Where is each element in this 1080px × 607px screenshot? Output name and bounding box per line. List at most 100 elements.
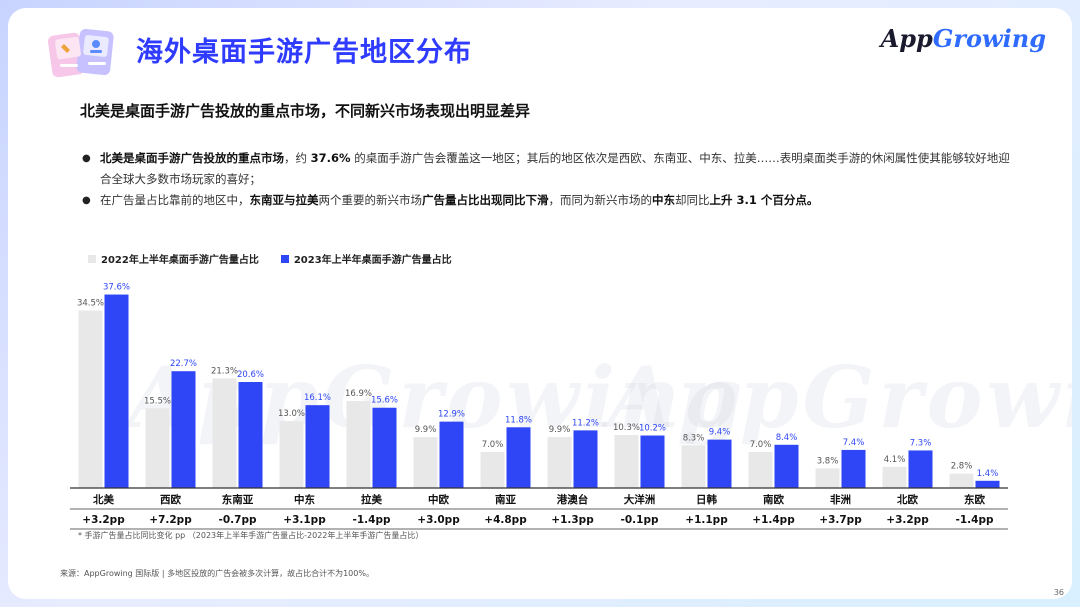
bar-2023 — [372, 407, 397, 488]
bar-value-label: 11.2% — [572, 418, 599, 428]
bar-2022 — [949, 473, 974, 488]
bar-2023 — [975, 480, 1000, 488]
bar-value-label: 8.3% — [683, 433, 705, 443]
change-label: +3.2pp — [82, 514, 125, 526]
bullet-1: 北美是桌面手游广告投放的重点市场，约 37.6% 的桌面手游广告会覆盖这一地区；… — [82, 148, 1012, 190]
change-label: +1.3pp — [551, 514, 594, 526]
bullet-text-run: 广告量占比出现同比下滑 — [422, 193, 549, 207]
bullet-list: 北美是桌面手游广告投放的重点市场，约 37.6% 的桌面手游广告会覆盖这一地区；… — [82, 148, 1012, 211]
bar-2022 — [815, 468, 840, 488]
chart-legend: 2022年上半年桌面手游广告量占比 2023年上半年桌面手游广告量占比 — [88, 251, 452, 266]
bar-value-label: 20.6% — [237, 370, 264, 380]
subtitle: 北美是桌面手游广告投放的重点市场，不同新兴市场表现出明显差异 — [80, 102, 531, 120]
change-label: +1.1pp — [685, 514, 728, 526]
bar-value-label: 7.0% — [482, 440, 504, 450]
game-cards-icon — [48, 28, 114, 78]
bar-value-label: 9.4% — [709, 428, 731, 438]
bar-2023 — [640, 435, 665, 488]
chart-footnote: * 手游广告量占比同比变化 pp （2023年上半年手游广告量占比-2022年上… — [78, 531, 424, 540]
bar-value-label: 15.5% — [144, 396, 171, 406]
bar-2023 — [439, 421, 464, 488]
change-label: +4.8pp — [484, 514, 527, 526]
bar-2023 — [238, 382, 263, 488]
bar-2022 — [78, 310, 103, 488]
bar-2022 — [413, 437, 438, 488]
bullet-text-run: 上升 3.1 个百分点。 — [709, 193, 819, 207]
bar-value-label: 7.3% — [910, 438, 932, 448]
change-label: -0.7pp — [219, 514, 257, 526]
category-label: 日韩 — [696, 493, 717, 506]
logo-text-growing: Growing — [932, 24, 1046, 53]
bar-2022 — [279, 421, 304, 488]
bar-value-label: 9.9% — [415, 425, 437, 435]
change-label: +3.1pp — [283, 514, 326, 526]
bar-value-label: 3.8% — [817, 456, 839, 466]
bullet-text-run: ，而同为新兴市场的 — [548, 193, 653, 207]
bullet-text-run: 却同比 — [675, 193, 710, 207]
category-label: 非洲 — [830, 493, 851, 506]
bar-value-label: 34.5% — [77, 298, 104, 308]
change-label: +7.2pp — [149, 514, 192, 526]
source-note: 来源：AppGrowing 国际版 | 多地区投放的广告会被多次计算，故占比合计… — [60, 569, 374, 578]
bar-value-label: 37.6% — [103, 283, 130, 293]
bar-2023 — [908, 450, 933, 488]
bar-chart: 34.5% 37.6% 北美 +3.2pp 15.5% 22.7% 西欧 +7.2pp 21.3… — [70, 283, 1008, 530]
bar-value-label: 13.0% — [278, 409, 305, 419]
bar-value-label: 4.1% — [884, 455, 906, 465]
category-label: 东欧 — [964, 493, 985, 506]
category-label: 东南亚 — [222, 493, 254, 506]
legend-label-2023: 2023年上半年桌面手游广告量占比 — [293, 255, 452, 266]
bar-value-label: 9.9% — [549, 425, 571, 435]
bar-2022 — [212, 378, 237, 488]
bullet-text-run: 东南亚与拉美 — [249, 193, 319, 207]
bar-value-label: 7.4% — [843, 438, 865, 448]
change-label: +3.2pp — [886, 514, 929, 526]
bar-value-label: 16.1% — [304, 393, 331, 403]
change-label: +1.4pp — [752, 514, 795, 526]
category-label: 港澳台 — [557, 493, 589, 506]
bullet-text-run: 中东 — [652, 193, 675, 207]
bar-value-label: 2.8% — [951, 462, 973, 472]
change-label: +3.7pp — [819, 514, 862, 526]
legend-item-2022: 2022年上半年桌面手游广告量占比 — [88, 251, 259, 266]
change-label: -1.4pp — [353, 514, 391, 526]
bar-2023 — [305, 405, 330, 488]
category-label: 西欧 — [160, 493, 181, 506]
bar-2023 — [573, 430, 598, 488]
logo-text-app: App — [880, 24, 933, 53]
bar-value-label: 10.2% — [639, 424, 666, 434]
category-label: 南欧 — [763, 493, 784, 506]
bar-2023 — [707, 439, 732, 488]
change-label: +3.0pp — [417, 514, 460, 526]
bar-value-label: 21.3% — [211, 366, 238, 376]
bar-value-label: 8.4% — [776, 433, 798, 443]
category-label: 中东 — [294, 493, 315, 506]
category-label: 北美 — [93, 493, 114, 506]
change-label: -0.1pp — [621, 514, 659, 526]
bar-2023 — [104, 294, 129, 488]
category-label: 北欧 — [897, 493, 918, 506]
bar-2023 — [171, 371, 196, 488]
bar-value-label: 1.4% — [977, 469, 999, 479]
bar-value-label: 10.3% — [613, 423, 640, 433]
bar-2022 — [614, 435, 639, 488]
bar-value-label: 22.7% — [170, 359, 197, 369]
bar-2023 — [774, 444, 799, 488]
bullet-text-run: 两个重要的新兴市场 — [318, 193, 423, 207]
slide: 海外桌面手游广告地区分布 AppGrowing 北美是桌面手游广告投放的重点市场… — [8, 8, 1072, 599]
bar-value-label: 12.9% — [438, 410, 465, 420]
bar-2022 — [748, 451, 773, 488]
bar-2023 — [841, 449, 866, 488]
bar-value-label: 11.8% — [505, 415, 532, 425]
change-label: -1.4pp — [956, 514, 994, 526]
category-label: 中欧 — [428, 493, 449, 506]
legend-swatch-2022 — [88, 254, 96, 263]
legend-item-2023: 2023年上半年桌面手游广告量占比 — [280, 251, 452, 266]
bar-value-label: 16.9% — [345, 389, 372, 399]
bar-2022 — [346, 401, 371, 488]
bullet-text-run: 北美是桌面手游广告投放的重点市场 — [100, 151, 284, 165]
page-number: 36 — [1053, 588, 1064, 597]
legend-label-2022: 2022年上半年桌面手游广告量占比 — [101, 255, 259, 266]
category-label: 南亚 — [495, 493, 516, 506]
bar-2022 — [480, 451, 505, 488]
